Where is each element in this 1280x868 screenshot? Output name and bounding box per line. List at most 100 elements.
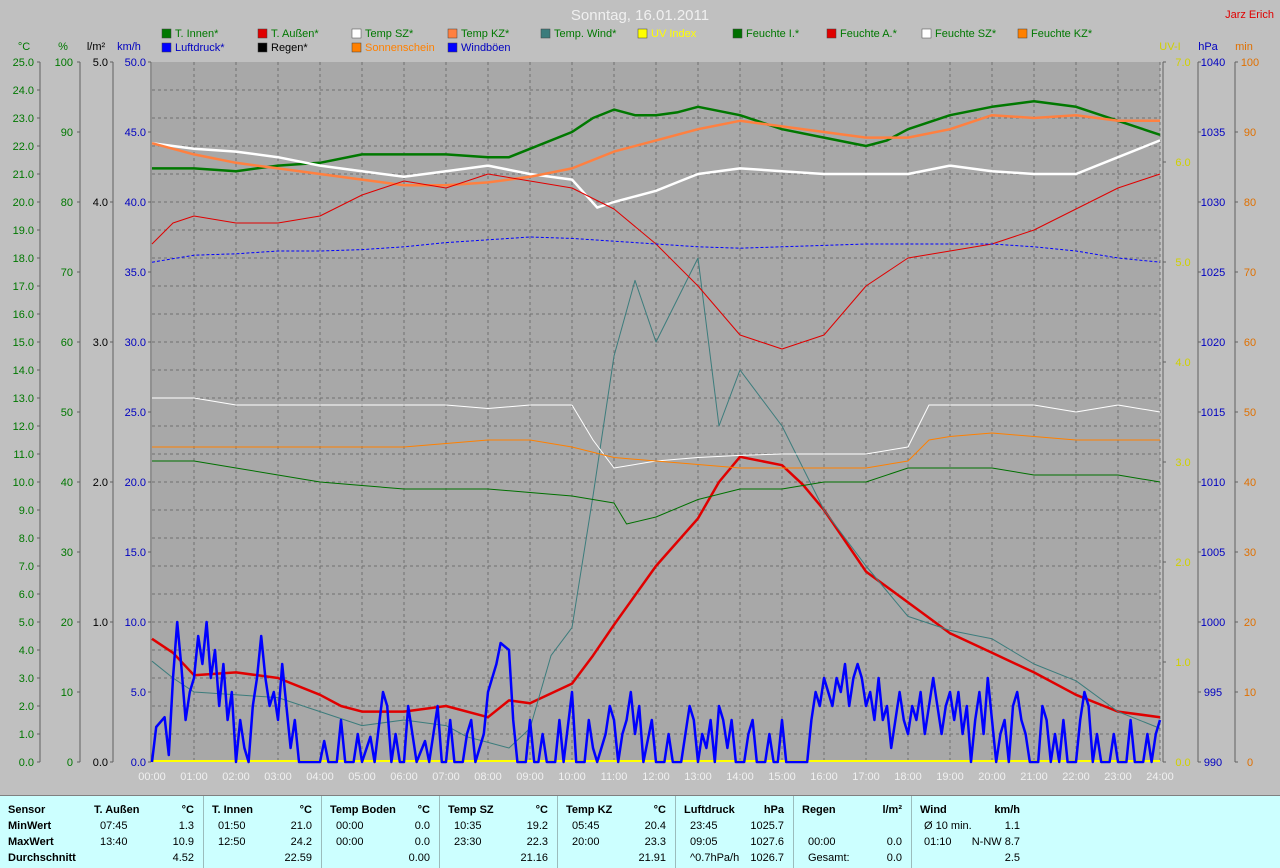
legend-entry: Temp SZ*	[351, 28, 414, 40]
uv-tick-label: 4.0	[1175, 357, 1190, 369]
celsius-tick-label: 20.0	[13, 197, 34, 209]
wind-tick-label: 0.0	[131, 757, 146, 769]
rain-axis-unit: l/m²	[87, 41, 106, 53]
celsius-tick-label: 18.0	[13, 253, 34, 265]
stats-value: 24.2	[290, 836, 312, 848]
pressure-tick-label: 1015	[1201, 407, 1225, 419]
stats-separator	[439, 796, 440, 868]
legend-label: Feuchte A.*	[840, 28, 898, 40]
stats-row-label: Sensor	[8, 804, 46, 816]
sun-tick-label: 50	[1244, 407, 1256, 419]
weather-chart: °C 25.0 24.0 23.0 22.0 21.0 20.0 19.0 18.0 17.0 16…	[12, 7, 1274, 783]
celsius-tick-label: 14.0	[13, 365, 34, 377]
legend-label: Temp KZ*	[461, 28, 510, 40]
statistics-table: Sensor MinWert MaxWert Durchschnitt T. Außen…	[0, 795, 1280, 868]
celsius-tick-label: 4.0	[19, 645, 34, 657]
sun-tick-label: 0	[1247, 757, 1253, 769]
pressure-tick-label: 990	[1204, 757, 1222, 769]
legend-swatch	[826, 28, 837, 39]
legend-entry: Feuchte SZ*	[921, 28, 997, 40]
wind-tick-label: 45.0	[125, 127, 146, 139]
stats-column: T. Innen °C 01:50 21.0 12:50 24.2 22.59	[206, 796, 320, 868]
x-tick-label: 03:00	[264, 771, 292, 783]
pressure-tick-label: 1010	[1201, 477, 1225, 489]
stats-time: 00:00	[336, 836, 364, 848]
stats-value: N-NW 8.7	[971, 836, 1020, 848]
stats-value: 19.2	[526, 820, 548, 832]
rain-tick-label: 1.0	[93, 617, 108, 629]
stats-value: 23.3	[644, 836, 666, 848]
wind-tick-label: 15.0	[125, 547, 146, 559]
wind-tick-label: 35.0	[125, 267, 146, 279]
percent-tick-label: 70	[61, 267, 73, 279]
percent-tick-label: 60	[61, 337, 73, 349]
wind-tick-label: 50.0	[125, 57, 146, 69]
series-temp_sz	[151, 139, 1161, 209]
stats-value: 1026.7	[750, 852, 784, 864]
stats-column: Temp SZ °C 10:35 19.2 23:30 22.3 21.16	[442, 796, 556, 868]
legend-entry: Luftdruck*	[161, 42, 225, 54]
sun-axis-unit: min	[1235, 41, 1253, 53]
legend-entry: Temp. Wind*	[540, 28, 617, 40]
x-tick-label: 16:00	[810, 771, 838, 783]
x-tick-label: 17:00	[852, 771, 880, 783]
legend-entry: Regen*	[257, 42, 308, 54]
stats-time: 01:10	[924, 836, 952, 848]
stats-column: T. Außen °C 07:45 1.3 13:40 10.9 4.52	[88, 796, 202, 868]
legend-label: UV Index	[651, 28, 697, 40]
stats-value: 0.0	[414, 820, 430, 832]
legend-label: Temp SZ*	[365, 28, 414, 40]
percent-tick-label: 80	[61, 197, 73, 209]
stats-value: 2.5	[1004, 852, 1020, 864]
uv-tick-label: 7.0	[1175, 57, 1190, 69]
celsius-tick-label: 9.0	[19, 505, 34, 517]
x-tick-label: 15:00	[768, 771, 796, 783]
legend-swatch	[257, 42, 268, 53]
stats-separator	[321, 796, 322, 868]
stats-time: 20:00	[572, 836, 600, 848]
percent-tick-label: 0	[67, 757, 73, 769]
stats-value: 1.1	[1004, 820, 1020, 832]
wind-tick-label: 10.0	[125, 617, 146, 629]
stats-value: 0.0	[886, 836, 902, 848]
legend-entry: Feuchte I.*	[732, 28, 800, 40]
sun-tick-label: 90	[1244, 127, 1256, 139]
uv-tick-label: 0.0	[1175, 757, 1190, 769]
stats-column-name: T. Innen	[212, 804, 253, 816]
stats-value: 22.3	[526, 836, 548, 848]
stats-column-unit: km/h	[994, 804, 1020, 816]
legend-entry: Windböen	[447, 42, 511, 54]
celsius-axis-unit: °C	[18, 41, 30, 53]
sun-tick-label: 20	[1244, 617, 1256, 629]
celsius-tick-label: 6.0	[19, 589, 34, 601]
celsius-tick-label: 21.0	[13, 169, 34, 181]
legend-entry: Feuchte A.*	[826, 28, 898, 40]
x-tick-label: 05:00	[348, 771, 376, 783]
stats-time: 05:45	[572, 820, 600, 832]
pressure-tick-label: 1005	[1201, 547, 1225, 559]
x-tick-label: 11:00	[601, 771, 628, 783]
stats-time: 01:50	[218, 820, 246, 832]
series-temp_wind	[151, 257, 1161, 749]
x-tick-label: 13:00	[684, 771, 712, 783]
legend-swatch	[257, 28, 268, 39]
pressure-tick-label: 1040	[1201, 57, 1225, 69]
stats-column: Regen l/m² 00:00 0.0 Gesamt: 0.0	[796, 796, 910, 868]
sun-tick-label: 40	[1244, 477, 1256, 489]
stats-separator	[557, 796, 558, 868]
stats-value: 0.00	[408, 852, 430, 864]
stats-time: 00:00	[808, 836, 836, 848]
stats-value: 22.59	[284, 852, 312, 864]
celsius-tick-label: 16.0	[13, 309, 34, 321]
pressure-tick-label: 1030	[1201, 197, 1225, 209]
legend-entry: UV Index	[637, 28, 697, 40]
celsius-tick-label: 19.0	[13, 225, 34, 237]
stats-time: 13:40	[100, 836, 128, 848]
stats-column: Wind km/h Ø 10 min. 1.1 01:10 N-NW 8.7 2.5	[914, 796, 1028, 868]
stats-separator	[675, 796, 676, 868]
x-tick-label: 06:00	[390, 771, 418, 783]
stats-time: 09:05	[690, 836, 718, 848]
celsius-tick-label: 11.0	[13, 449, 34, 461]
celsius-tick-label: 23.0	[13, 113, 34, 125]
x-tick-label: 20:00	[978, 771, 1006, 783]
